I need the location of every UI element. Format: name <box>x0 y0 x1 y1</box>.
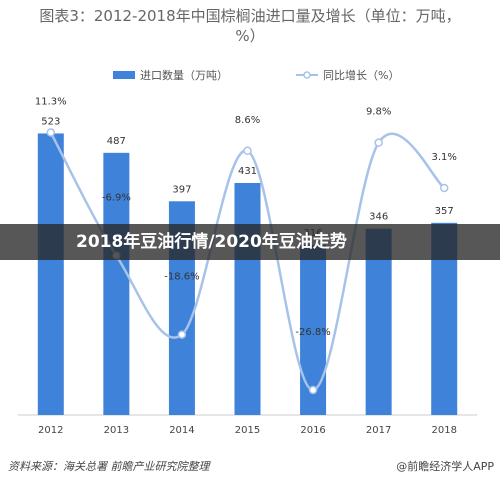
line-label: -6.9% <box>102 193 131 204</box>
bar-label: 357 <box>435 206 454 217</box>
legend-swatch <box>303 71 311 79</box>
x-tick-label: 2012 <box>38 425 63 436</box>
line-label: 9.8% <box>366 107 391 118</box>
line-point <box>46 128 56 137</box>
line-point <box>243 146 252 156</box>
legend-label: 进口数量（万吨） <box>140 69 228 82</box>
source: 资料来源：海关总署 前瞻产业研究院整理 <box>8 460 211 473</box>
banner: 2018年豆油行情/2020年豆油走势 <box>0 224 500 260</box>
line-point <box>439 183 449 193</box>
line-label: 3.1% <box>432 152 457 163</box>
line-point <box>308 385 318 395</box>
x-tick-label: 2015 <box>235 425 260 436</box>
bar-label: 523 <box>41 116 60 127</box>
credit: @前瞻经济学人APP <box>396 459 494 473</box>
line-point <box>374 138 383 147</box>
bar-label: 431 <box>238 166 257 177</box>
bar-label: 346 <box>369 212 388 223</box>
bar <box>234 182 261 415</box>
bar-label: 487 <box>107 136 126 147</box>
line-label: -18.6% <box>164 272 199 283</box>
x-tick-label: 2014 <box>169 425 194 436</box>
x-tick-label: 2017 <box>366 425 391 436</box>
bar <box>37 133 64 415</box>
legend-swatch <box>113 71 135 79</box>
x-tick-label: 2013 <box>104 425 129 436</box>
chart-title: 图表3：2012-2018年中国棕榈油进口量及增长（单位：万吨，%） <box>39 7 461 45</box>
line-label: -26.8% <box>295 327 330 338</box>
line <box>49 131 446 392</box>
x-tick-label: 2018 <box>431 425 456 436</box>
bar-label: 397 <box>172 184 191 195</box>
bar <box>103 152 130 415</box>
line-label: 11.3% <box>35 97 67 108</box>
x-tick-label: 2016 <box>300 425 325 436</box>
line-point <box>177 330 187 339</box>
legend-label: 同比增长（%） <box>323 68 399 82</box>
line-label: 8.6% <box>235 115 260 126</box>
